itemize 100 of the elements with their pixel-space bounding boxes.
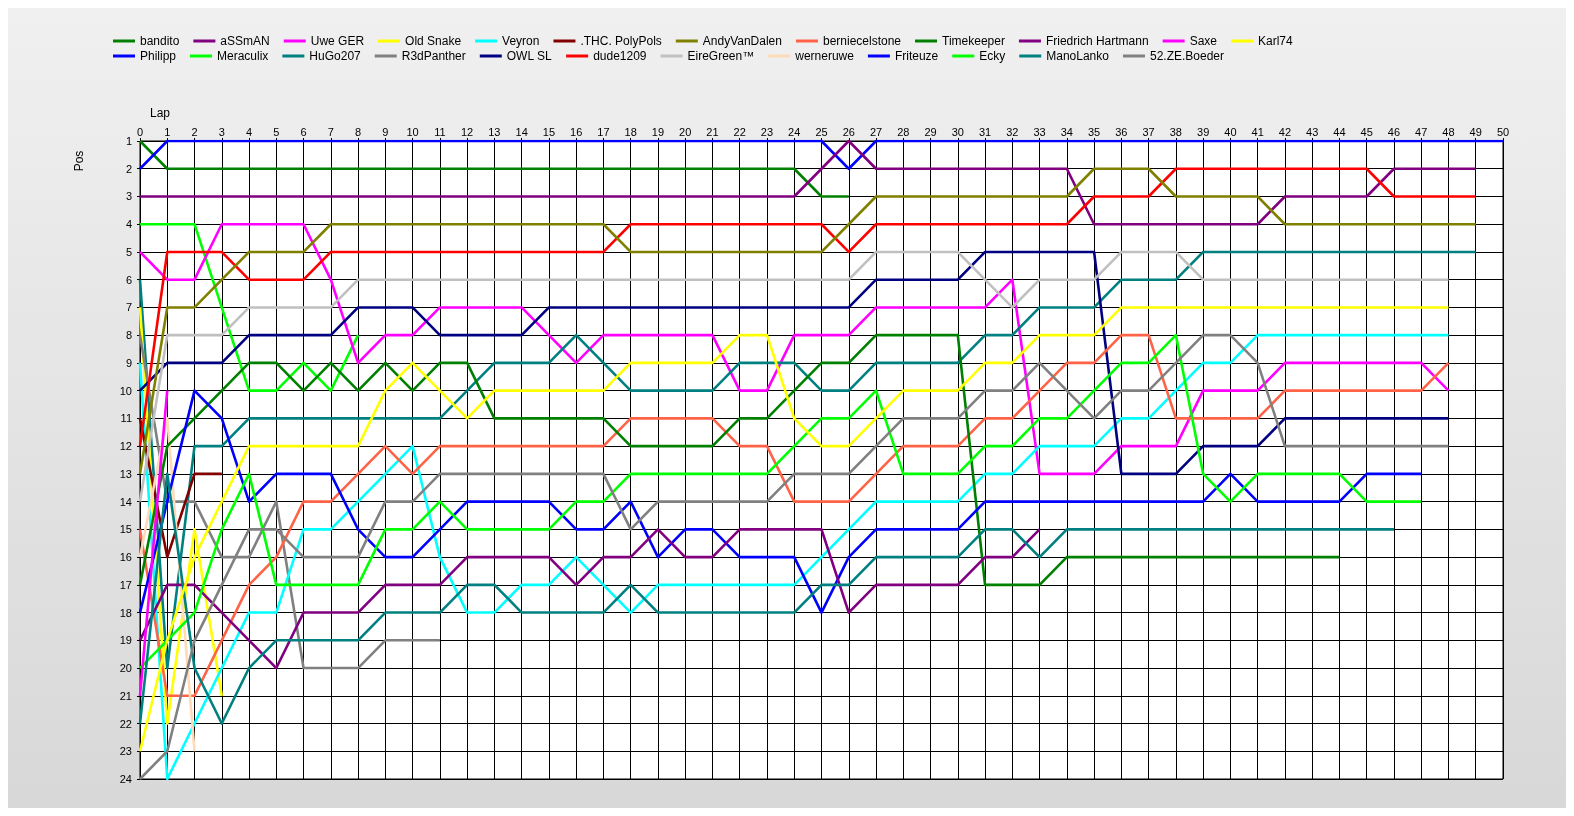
x-tick-label: 41 (1251, 125, 1264, 138)
y-tick-label: 14 (119, 495, 132, 508)
x-tick-label: 5 (273, 125, 280, 138)
x-tick-label: 44 (1333, 125, 1346, 138)
x-tick-label: 3 (218, 125, 225, 138)
x-tick-label: 31 (978, 125, 992, 138)
legend-label: HuGo207 (309, 49, 362, 63)
x-tick-label: 29 (924, 125, 937, 138)
line-series (138, 333, 1341, 587)
x-tick-label: 16 (570, 125, 583, 138)
legend-label: .THC. PolyPols (580, 34, 662, 48)
y-tick-label: 7 (125, 301, 132, 314)
x-tick-label: 34 (1060, 125, 1073, 138)
x-tick-label: 43 (1306, 125, 1319, 138)
y-tick-label: 6 (125, 273, 132, 286)
y-tick-label: 22 (119, 717, 132, 730)
legend-label: aSSmAN (220, 34, 270, 48)
x-tick-label: 7 (327, 125, 334, 138)
y-tick-label: 11 (120, 412, 132, 425)
x-axis-title: Lap (150, 106, 171, 120)
line-series (138, 139, 1478, 226)
x-tick-label: 13 (488, 125, 501, 138)
y-tick-label: 20 (119, 662, 132, 675)
x-tick-label: 1 (164, 125, 171, 138)
x-tick-label: 46 (1387, 125, 1401, 138)
x-tick-label: 27 (869, 125, 883, 138)
x-tick-label: 42 (1278, 125, 1292, 138)
line-series (138, 389, 1423, 614)
legend-label: ManoLanko (1046, 49, 1110, 63)
y-tick-label: 17 (119, 578, 132, 591)
legend-label: EireGreen™ (687, 49, 755, 63)
x-tick-label: 10 (406, 125, 419, 138)
x-tick-label: 25 (815, 125, 828, 138)
y-tick-label: 18 (119, 606, 132, 619)
x-tick-label: 32 (1006, 125, 1019, 138)
y-tick-label: 24 (119, 773, 132, 785)
y-axis-title: Pos (72, 150, 86, 172)
x-tick-label: 14 (515, 125, 528, 138)
x-tick-label: 9 (382, 125, 389, 138)
y-tick-label: 19 (119, 634, 132, 647)
y-tick-label: 9 (125, 356, 132, 369)
x-tick-label: 26 (842, 125, 855, 138)
y-tick-label: 23 (119, 745, 132, 758)
x-tick-label: 21 (706, 125, 719, 138)
line-series (138, 528, 1041, 670)
line-series (138, 222, 360, 392)
legend-label: Veyron (502, 34, 540, 48)
x-tick-label: 0 (136, 125, 144, 138)
x-tick-label: 40 (1224, 125, 1237, 138)
x-tick-label: 24 (788, 125, 801, 138)
legend-label: Meraculix (217, 49, 269, 63)
legend-label: berniecelstone (822, 34, 902, 48)
x-tick-label: 33 (1033, 125, 1046, 138)
legend-label: dude1209 (593, 49, 647, 63)
y-tick-label: 15 (119, 523, 132, 536)
legend-label: Friteuze (894, 49, 939, 63)
x-tick-label: 20 (679, 125, 692, 138)
legend-label: werneruwe (794, 49, 855, 63)
x-tick-label: 39 (1197, 125, 1210, 138)
x-tick-label: 38 (1169, 125, 1183, 138)
legend-label: AndyVanDalen (702, 34, 782, 48)
x-tick-label: 23 (760, 125, 774, 138)
legend-label: Friedrich Hartmann (1045, 34, 1149, 48)
legend-label: Saxe (1189, 34, 1218, 48)
x-tick-label: 22 (733, 125, 746, 138)
y-tick-label: 10 (119, 384, 132, 397)
y-tick-label: 8 (125, 329, 132, 342)
x-tick-label: 11 (434, 125, 446, 138)
x-tick-label: 2 (191, 125, 198, 138)
x-tick-label: 6 (300, 125, 307, 138)
y-tick-label: 1 (125, 135, 132, 147)
legend-label: Old Snake (405, 34, 462, 48)
x-tick-label: 49 (1469, 125, 1482, 138)
x-tick-label: 15 (542, 125, 556, 138)
y-tick-label: 21 (119, 689, 132, 702)
y-tick-label: 3 (125, 190, 132, 203)
legend-label: 52.ZE.Boeder (1149, 49, 1225, 63)
legend-label: Timekeeper (942, 34, 1005, 48)
legend-label: R3dPanther (401, 49, 466, 63)
x-tick-label: 4 (245, 125, 253, 138)
x-tick-label: 18 (624, 125, 637, 138)
y-tick-label: 2 (125, 162, 132, 175)
y-tick-label: 13 (119, 467, 132, 480)
legend-label: Karl74 (1257, 34, 1293, 48)
x-tick-label: 30 (951, 125, 964, 138)
legend-label: Ecky (979, 49, 1006, 63)
x-tick-label: 37 (1142, 125, 1155, 138)
x-tick-label: 48 (1442, 125, 1455, 138)
x-tick-label: 47 (1415, 125, 1428, 138)
x-tick-label: 50 (1496, 125, 1510, 138)
y-tick-label: 16 (119, 551, 132, 564)
legend-label: bandito (140, 34, 180, 48)
y-tick-label: 5 (125, 245, 132, 258)
x-tick-label: 8 (355, 125, 362, 138)
x-tick-label: 35 (1087, 125, 1101, 138)
x-tick-label: 45 (1360, 125, 1373, 138)
x-tick-label: 36 (1115, 125, 1128, 138)
legend-label: Uwe GER (310, 34, 365, 48)
x-tick-label: 17 (597, 125, 610, 138)
legend-label: OWL SL (506, 49, 553, 63)
